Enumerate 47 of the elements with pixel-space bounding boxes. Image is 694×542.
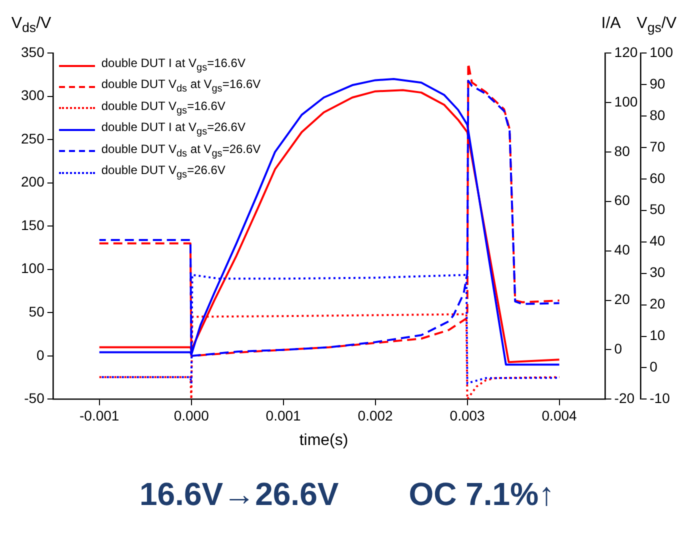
- x-tick-label: -0.001: [80, 407, 120, 424]
- legend-label: double DUT V$_{gs}$=26.6V: [101, 162, 226, 182]
- y-tick-label: 100: [21, 260, 45, 276]
- x-tick-label: 0.001: [266, 407, 302, 424]
- y3-tick-label: 30: [650, 264, 666, 280]
- y2-tick-label: 80: [614, 142, 630, 159]
- legend-label: double DUT I at V$_{gs}$=26.6V: [101, 119, 246, 140]
- y3-tick-label: -10: [650, 390, 670, 406]
- y3-tick-label: 60: [650, 170, 666, 186]
- x-axis-title: time(s): [299, 432, 348, 450]
- y-tick-label: 350: [21, 44, 45, 60]
- legend-label: double DUT V$_{ds}$ at V$_{gs}$=26.6V: [101, 140, 261, 161]
- y3-tick-label: 100: [650, 44, 674, 60]
- y2-tick-label: 60: [614, 192, 630, 208]
- y3-tick-label: 0: [650, 358, 658, 375]
- y2-tick-label: -20: [614, 390, 635, 406]
- y3-tick-label: 40: [650, 232, 666, 249]
- y3-tick-label: 20: [650, 296, 666, 312]
- y-tick-label: 50: [28, 304, 45, 320]
- text: OC 7.1%↑: [408, 476, 555, 513]
- y3-tick-label: 10: [650, 327, 666, 344]
- y-tick-label: 200: [21, 174, 45, 190]
- x-tick-label: 0.003: [450, 407, 486, 424]
- y2-tick-label: 100: [614, 93, 638, 110]
- y3-tick-label: 50: [650, 201, 666, 218]
- y-tick-label: 250: [21, 130, 45, 146]
- y2-axis-title: I/A: [601, 15, 621, 33]
- text: 16.6V→26.6V: [139, 476, 339, 513]
- y2-tick-label: 0: [614, 340, 622, 357]
- x-tick-label: 0.000: [174, 407, 210, 424]
- y2-tick-label: 40: [614, 242, 630, 258]
- y2-tick-label: 120: [614, 44, 638, 60]
- legend-label: double DUT I at V$_{gs}$=16.6V: [101, 55, 246, 76]
- y-tick-label: 300: [21, 87, 45, 104]
- y-tick-label: -50: [24, 390, 45, 406]
- y3-axis-title: V$_{gs}$/V: [636, 15, 677, 36]
- legend-label: double DUT V$_{ds}$ at V$_{gs}$=16.6V: [101, 76, 261, 97]
- y2-tick-label: 20: [614, 291, 630, 308]
- x-tick-label: 0.002: [358, 407, 394, 424]
- y3-tick-label: 80: [650, 106, 666, 123]
- legend-label: double DUT V$_{gs}$=16.6V: [101, 98, 226, 118]
- y-tick-label: 0: [36, 346, 45, 363]
- y-axis-title: V$_{ds}$/V: [11, 15, 52, 36]
- y3-tick-label: 90: [650, 75, 666, 92]
- y3-tick-label: 70: [650, 138, 666, 154]
- x-tick-label: 0.004: [542, 407, 578, 424]
- y-tick-label: 150: [21, 216, 45, 233]
